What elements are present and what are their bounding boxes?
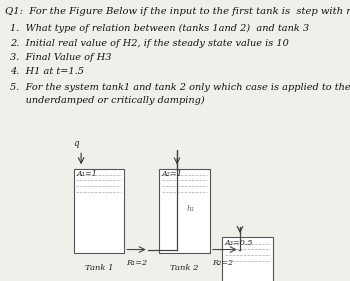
Text: A₁=1: A₁=1: [76, 170, 97, 178]
Text: R₂=2: R₂=2: [212, 259, 233, 267]
Text: Q1:  For the Figure Below if the input to the first tank is  step with magnitude: Q1: For the Figure Below if the input to…: [5, 7, 350, 16]
Text: q: q: [74, 139, 79, 148]
Text: h₁: h₁: [187, 205, 195, 213]
Text: 4.  H1 at t=1.5: 4. H1 at t=1.5: [10, 67, 84, 76]
Text: underdamped or critically damping): underdamped or critically damping): [10, 96, 205, 105]
Text: 2.  Initial real value of H2, if the steady state value is 10: 2. Initial real value of H2, if the stea…: [10, 39, 289, 48]
Text: Tank 1: Tank 1: [85, 264, 113, 272]
Text: 3.  Final Value of H3: 3. Final Value of H3: [10, 53, 112, 62]
Text: A₃=0.5: A₃=0.5: [224, 239, 253, 247]
Bar: [222, 237, 273, 281]
Bar: [159, 169, 210, 253]
Text: A₂=1: A₂=1: [162, 170, 183, 178]
Text: 1.  What type of relation between (tanks 1and 2)  and tank 3: 1. What type of relation between (tanks …: [10, 24, 310, 33]
Bar: [74, 169, 124, 253]
Text: R₁=2: R₁=2: [126, 259, 147, 267]
Text: 5.  For the system tank1 and tank 2 only which case is applied to them (overdamp: 5. For the system tank1 and tank 2 only …: [10, 83, 350, 92]
Text: Tank 2: Tank 2: [170, 264, 199, 272]
